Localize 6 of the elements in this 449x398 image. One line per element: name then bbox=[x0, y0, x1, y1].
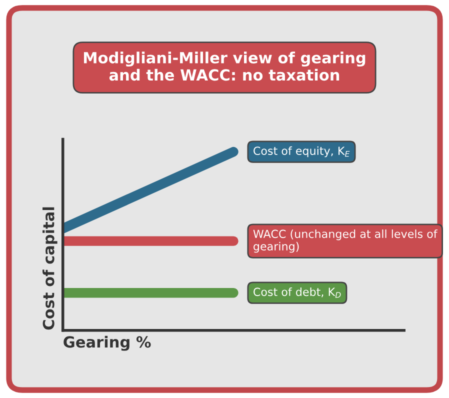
x-axis-title: Gearing % bbox=[64, 336, 151, 351]
series-label: WACC (unchanged at all levels of gearing) bbox=[253, 229, 438, 253]
series-label: Cost of debt, K$_{D}$ bbox=[254, 287, 341, 298]
chart-title: Modigliani-Miller view of gearing and the WACC: no taxation bbox=[84, 52, 366, 81]
series-label: Cost of equity, K$_{E}$ bbox=[254, 146, 350, 158]
y-axis-title: Cost of capital bbox=[42, 207, 58, 330]
